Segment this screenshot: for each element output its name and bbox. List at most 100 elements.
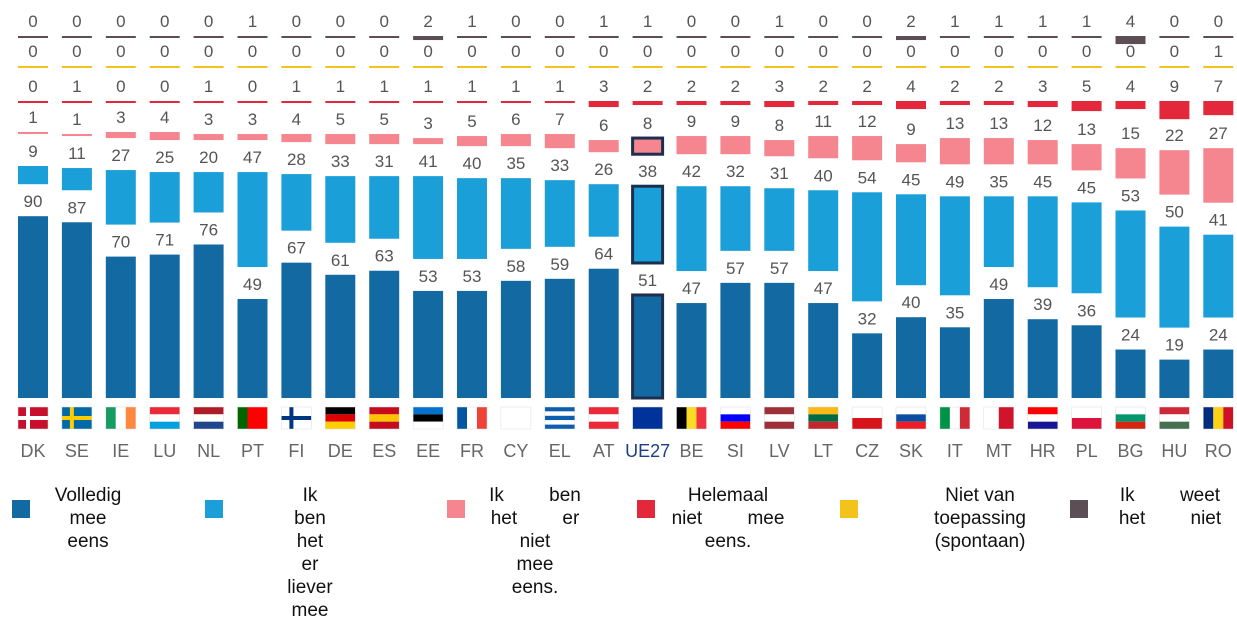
bar-segment xyxy=(193,172,224,213)
data-label: 13 xyxy=(945,114,964,133)
bar-segment xyxy=(500,134,531,147)
flag xyxy=(588,414,619,422)
data-label: 0 xyxy=(204,42,213,61)
bar-segment xyxy=(413,290,444,398)
bar-segment xyxy=(149,66,180,68)
x-tick-label: CZ xyxy=(855,441,879,461)
bar-segment xyxy=(544,134,575,149)
data-label: 49 xyxy=(945,172,964,191)
bar-segment xyxy=(983,36,1014,39)
data-label: 3 xyxy=(423,114,432,133)
bar-segment xyxy=(457,36,487,39)
flag xyxy=(1223,407,1234,429)
flag xyxy=(632,407,663,429)
bar-segment xyxy=(939,327,970,398)
x-tick-label: BE xyxy=(679,441,703,461)
data-label: 9 xyxy=(687,112,696,131)
data-label: 2 xyxy=(950,77,959,96)
data-label: 1 xyxy=(1082,12,1091,31)
data-label: 31 xyxy=(375,152,394,171)
flag-border xyxy=(720,406,751,430)
data-label: 59 xyxy=(550,255,569,274)
data-label: 4 xyxy=(160,108,169,127)
data-label: 1 xyxy=(248,12,257,31)
data-label: 5 xyxy=(467,112,476,131)
data-label: 0 xyxy=(555,12,564,31)
bar-segment xyxy=(193,134,224,141)
bar-segment xyxy=(764,66,795,68)
data-label: 0 xyxy=(116,12,125,31)
bar-segment xyxy=(1071,101,1102,112)
data-label: 0 xyxy=(731,42,740,61)
data-label: 1 xyxy=(643,12,652,31)
bar-segment xyxy=(808,36,839,38)
bar-segment xyxy=(983,299,1014,398)
bar-segment xyxy=(720,66,751,68)
bar-segment xyxy=(1203,66,1234,69)
data-label: 1 xyxy=(1214,42,1223,61)
bar-segment xyxy=(500,36,531,38)
data-label: 0 xyxy=(555,42,564,61)
data-label: 1 xyxy=(467,77,476,96)
x-tick-label: CY xyxy=(503,441,528,461)
bar-segment xyxy=(457,101,487,104)
flag xyxy=(1203,407,1214,429)
x-tick-label: SE xyxy=(65,441,89,461)
bar-segment xyxy=(764,36,795,39)
data-label: 0 xyxy=(599,42,608,61)
data-label: 0 xyxy=(994,42,1003,61)
data-label: 49 xyxy=(989,275,1008,294)
bar-segment xyxy=(369,66,400,68)
bar-segment xyxy=(105,170,136,225)
x-tick-label: SK xyxy=(899,441,923,461)
bar-segment xyxy=(325,134,356,145)
x-tick-label: BG xyxy=(1117,441,1143,461)
flag-border xyxy=(764,406,795,430)
flag-border xyxy=(61,406,93,430)
bar-segment xyxy=(105,132,136,139)
bar-segment xyxy=(588,101,619,108)
data-label: 3 xyxy=(775,77,784,96)
bar-segment xyxy=(193,66,224,68)
x-tick-label: UE27 xyxy=(625,441,670,461)
bar-segment xyxy=(237,134,268,141)
flag xyxy=(281,416,312,420)
flag-border xyxy=(456,406,488,430)
data-label: 19 xyxy=(1165,336,1184,355)
bar-segment xyxy=(1115,36,1146,45)
data-label: 2 xyxy=(994,77,1003,96)
flag-border xyxy=(500,406,532,430)
flag xyxy=(852,407,883,418)
bar-segment xyxy=(281,174,312,231)
flag xyxy=(413,407,444,415)
flag-border xyxy=(149,406,180,430)
legend-label: Ik weet het niet xyxy=(1118,485,1222,529)
data-label: 1 xyxy=(1038,12,1047,31)
flag xyxy=(939,407,950,429)
flag xyxy=(544,411,575,416)
bar-segment xyxy=(325,176,356,243)
x-tick-label: MT xyxy=(986,441,1012,461)
flag-border xyxy=(237,406,268,430)
data-label: 1 xyxy=(599,12,608,31)
data-label: 36 xyxy=(1077,301,1096,320)
bar-segment xyxy=(18,132,48,135)
bar-segment xyxy=(105,256,136,398)
data-label: 0 xyxy=(72,12,81,31)
bar-segment xyxy=(896,144,926,163)
legend-swatch xyxy=(840,500,858,518)
bar-segment xyxy=(61,168,92,191)
bar-segment xyxy=(544,36,575,38)
bar-segment xyxy=(281,66,312,68)
data-label: 0 xyxy=(292,42,301,61)
bar-segment xyxy=(764,140,795,157)
bar-segment xyxy=(852,36,883,38)
bar-segment xyxy=(61,222,92,398)
data-label: 12 xyxy=(858,112,877,131)
data-label: 5 xyxy=(379,110,388,129)
flag xyxy=(61,416,92,420)
bar-segment xyxy=(764,188,795,251)
bar-segment xyxy=(676,136,707,155)
data-label: 1 xyxy=(72,77,81,96)
data-label: 0 xyxy=(775,42,784,61)
